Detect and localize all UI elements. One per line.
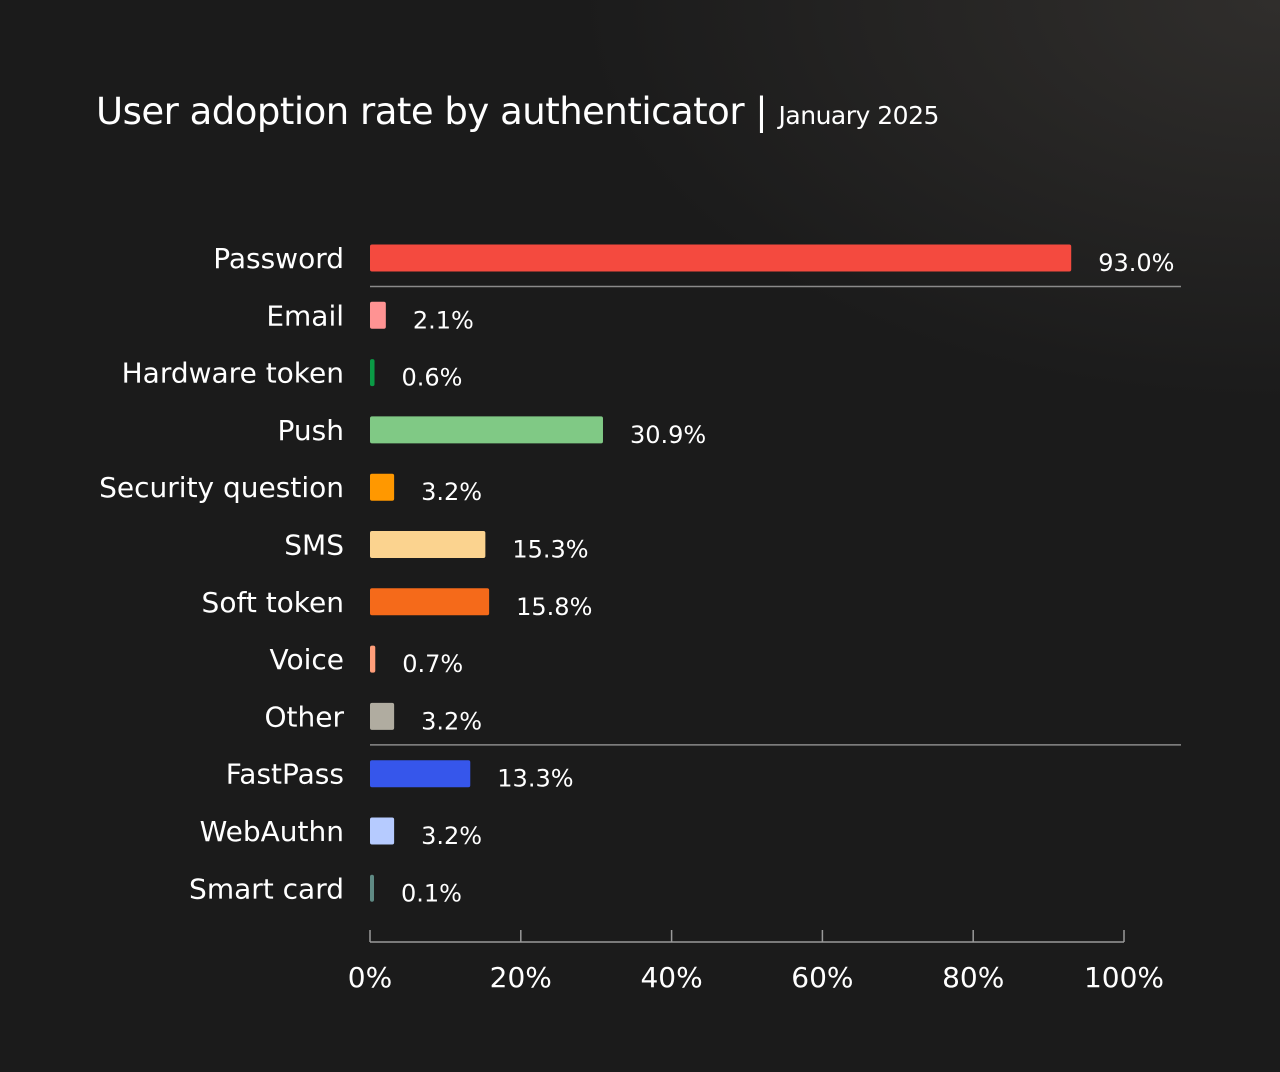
bar-soft-token bbox=[370, 588, 490, 616]
value-label: 3.2% bbox=[421, 478, 482, 506]
x-tick-label: 40% bbox=[640, 961, 702, 994]
value-label: 15.8% bbox=[516, 593, 592, 621]
bar-hardware-token bbox=[370, 359, 375, 387]
category-label: FastPass bbox=[226, 758, 344, 791]
category-label: Push bbox=[278, 414, 344, 447]
x-tick-label: 60% bbox=[791, 961, 853, 994]
value-label: 2.1% bbox=[413, 306, 474, 334]
category-label: WebAuthn bbox=[200, 815, 344, 848]
bar-password bbox=[370, 244, 1072, 272]
bar-webauthn bbox=[370, 817, 395, 845]
x-tick-label: 0% bbox=[348, 961, 392, 994]
category-label: SMS bbox=[284, 529, 344, 562]
bar-voice bbox=[370, 645, 376, 673]
value-label: 0.1% bbox=[401, 879, 462, 907]
category-label: Security question bbox=[99, 471, 344, 504]
category-label: Hardware token bbox=[122, 357, 344, 390]
value-label: 13.3% bbox=[497, 765, 573, 793]
bar-fastpass bbox=[370, 760, 471, 788]
value-label: 30.9% bbox=[630, 421, 706, 449]
bar-push bbox=[370, 416, 603, 444]
category-label: Other bbox=[264, 700, 344, 733]
chart-subtitle: January 2025 bbox=[778, 101, 940, 130]
x-tick-label: 100% bbox=[1084, 961, 1164, 994]
title-text: User adoption rate by authenticator bbox=[96, 90, 745, 133]
value-label: 0.7% bbox=[402, 650, 463, 678]
bar-security-question bbox=[370, 473, 395, 501]
x-tick-label: 80% bbox=[942, 961, 1004, 994]
category-label: Voice bbox=[269, 643, 344, 676]
bar-other bbox=[370, 702, 395, 730]
category-label: Password bbox=[213, 242, 344, 275]
title-separator: | bbox=[755, 90, 768, 133]
category-label: Smart card bbox=[189, 872, 344, 905]
value-label: 3.2% bbox=[421, 707, 482, 735]
chart-title: User adoption rate by authenticator | Ja… bbox=[96, 90, 939, 133]
value-label: 3.2% bbox=[421, 822, 482, 850]
category-label: Soft token bbox=[202, 586, 344, 619]
value-label: 0.6% bbox=[402, 364, 463, 392]
bar-sms bbox=[370, 531, 486, 558]
bar-smart-card bbox=[370, 874, 374, 902]
x-tick-label: 20% bbox=[490, 961, 552, 994]
value-label: 15.3% bbox=[512, 536, 588, 564]
category-label: Email bbox=[266, 299, 344, 332]
bar-email bbox=[370, 301, 386, 329]
value-label: 93.0% bbox=[1098, 249, 1174, 277]
